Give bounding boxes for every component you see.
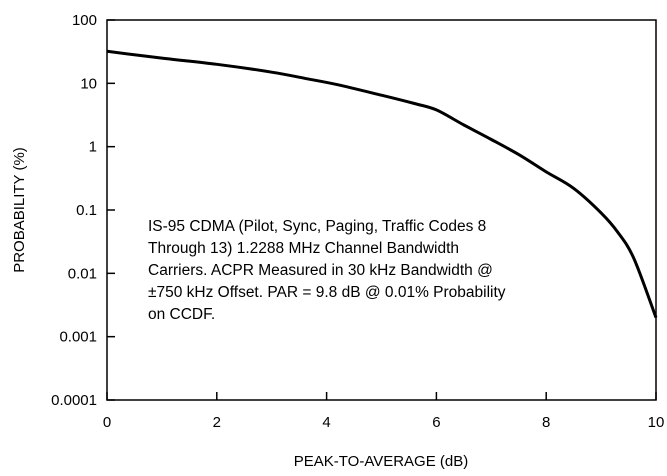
x-tick-label: 4 xyxy=(322,414,330,431)
annotation-line: Carriers. ACPR Measured in 30 kHz Bandwi… xyxy=(148,262,493,279)
plot-frame xyxy=(106,19,657,401)
axis-ticks xyxy=(106,19,657,401)
ccdf-curve xyxy=(106,49,658,319)
x-tick-label: 10 xyxy=(648,414,665,431)
y-tick-label: 1 xyxy=(89,139,97,156)
y-tick-label: 10 xyxy=(80,75,97,92)
annotation-line: Through 13) 1.2288 MHz Channel Bandwidth xyxy=(148,240,460,257)
chart-annotation: IS-95 CDMA (Pilot, Sync, Paging, Traffic… xyxy=(146,214,572,328)
axis-tick-labels: 0 2 4 6 8 10 100 10 1 0.1 0.01 0.001 0.0001 xyxy=(51,12,664,431)
x-axis-label: PEAK-TO-AVERAGE (dB) xyxy=(294,453,469,470)
x-tick-label: 2 xyxy=(213,414,221,431)
y-tick-label: 0.001 xyxy=(59,329,97,346)
y-tick-label: 0.1 xyxy=(76,202,97,219)
x-tick-label: 8 xyxy=(542,414,550,431)
x-tick-label: 0 xyxy=(103,414,111,431)
x-tick-label: 6 xyxy=(432,414,440,431)
y-tick-label: 0.01 xyxy=(68,265,97,282)
annotation-line: ±750 kHz Offset. PAR = 9.8 dB @ 0.01% Pr… xyxy=(148,284,506,301)
y-axis-label: PROBABILITY (%) xyxy=(11,147,28,273)
annotation-line: on CCDF. xyxy=(148,306,216,323)
y-tick-label: 100 xyxy=(72,12,97,29)
y-tick-label: 0.0001 xyxy=(51,392,97,409)
annotation-line: IS-95 CDMA (Pilot, Sync, Paging, Traffic… xyxy=(148,218,487,235)
